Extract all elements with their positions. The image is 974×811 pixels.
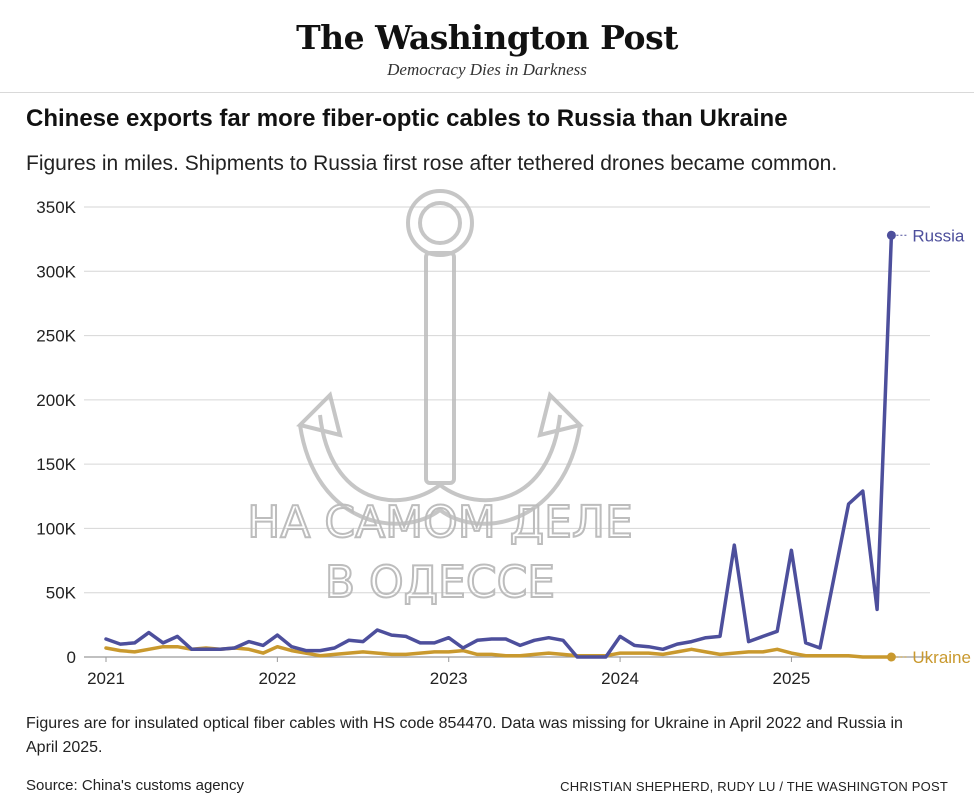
x-tick-label: 2021 [87,669,125,688]
series-end-point-ukraine [886,652,896,662]
y-tick-label: 300K [36,262,76,281]
masthead-tagline: Democracy Dies in Darkness [387,60,587,79]
y-tick-label: 100K [36,519,76,538]
chart-note: Figures are for insulated optical fiber … [26,715,903,756]
x-tick-label: 2022 [258,669,296,688]
series-end-point-russia [886,230,896,240]
credit-line: CHRISTIAN SHEPHERD, RUDY LU / THE WASHIN… [560,779,948,794]
x-axis-labels: 2021 2022 2023 2024 2025 [87,657,810,688]
y-axis-labels: 0 50K 100K 150K 200K 250K 300K 350K [36,198,76,667]
y-tick-label: 200K [36,391,76,410]
x-tick-label: 2023 [430,669,468,688]
y-tick-label: 0 [67,648,76,667]
x-tick-label: 2025 [773,669,811,688]
source-line: Source: China's customs agency [26,777,244,794]
y-tick-label: 350K [36,198,76,217]
chart-title: Chinese exports far more fiber-optic cab… [26,105,788,132]
y-tick-label: 50K [46,584,77,603]
series-layer [104,233,894,659]
series-label-ukraine: Ukraine [912,648,971,667]
y-tick-label: 250K [36,327,76,346]
masthead-logo[interactable]: The Washington Post [296,18,678,57]
series-labels: Russia Ukraine [886,226,971,667]
series-label-russia: Russia [912,226,965,245]
chart-subtitle: Figures in miles. Shipments to Russia fi… [26,152,838,175]
masthead: The Washington Post Democracy Dies in Da… [0,0,974,93]
y-tick-label: 150K [36,455,76,474]
series-line-russia [104,233,894,659]
x-tick-label: 2024 [601,669,639,688]
grid-layer [84,206,930,658]
